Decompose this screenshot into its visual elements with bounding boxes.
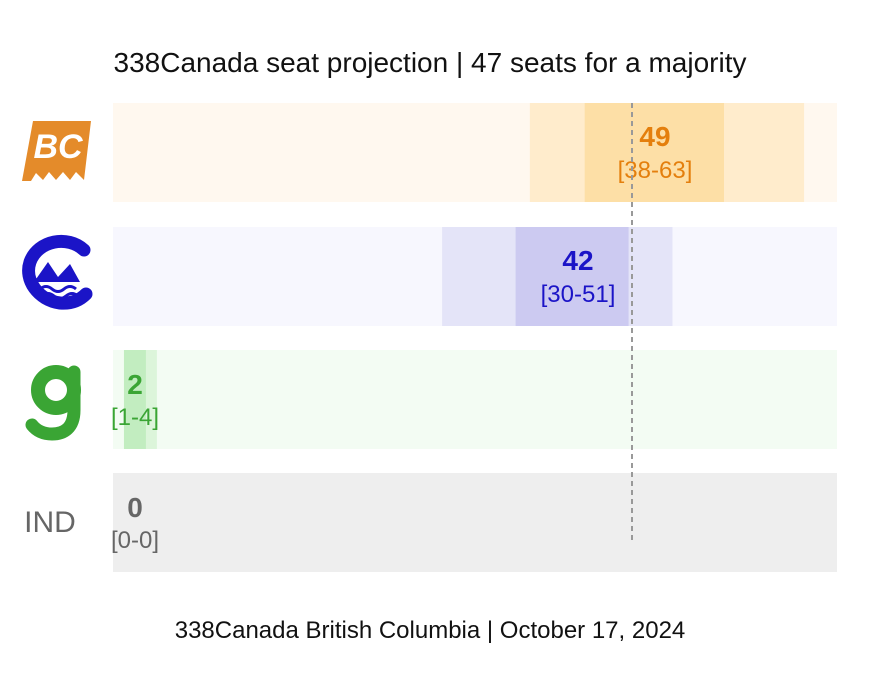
chart-footer: 338Canada British Columbia | October 17,… bbox=[175, 617, 686, 644]
seat-value-bc-greens: 2 bbox=[127, 369, 143, 400]
chart-title: 338Canada seat projection | 47 seats for… bbox=[114, 47, 747, 78]
seat-range-bc-conservatives: [38-63] bbox=[618, 157, 693, 184]
bc-ndp-logo bbox=[22, 235, 93, 310]
party-row-bc-conservatives: 49 [38-63] bbox=[113, 103, 837, 202]
seat-value-bc-ndp: 42 bbox=[562, 245, 593, 276]
party-label-independents: IND bbox=[24, 506, 76, 539]
likely-range-bar-bc-conservatives bbox=[584, 103, 725, 202]
party-rows: 49 [38-63] 42 [30-51] 2 [1-4] 0 [0-0] IND bbox=[24, 103, 837, 572]
seat-range-bc-ndp: [30-51] bbox=[541, 281, 616, 308]
seat-value-bc-conservatives: 49 bbox=[639, 121, 670, 152]
track-independents bbox=[113, 473, 837, 572]
party-row-bc-greens: 2 [1-4] bbox=[111, 350, 837, 449]
svg-text:BC: BC bbox=[33, 128, 83, 166]
track-bc-greens bbox=[113, 350, 837, 449]
likely-range-bar-bc-ndp bbox=[515, 227, 629, 326]
likely-range-bar-bc-greens bbox=[123, 350, 146, 449]
bc-green-logo bbox=[25, 365, 81, 441]
seat-range-bc-greens: [1-4] bbox=[111, 404, 159, 431]
party-row-bc-ndp: 42 [30-51] bbox=[113, 227, 837, 326]
bc-conservative-logo: BC bbox=[22, 121, 91, 181]
party-row-independents: 0 [0-0] IND bbox=[24, 473, 837, 572]
seat-range-independents: [0-0] bbox=[111, 527, 159, 554]
seat-value-independents: 0 bbox=[127, 492, 143, 523]
